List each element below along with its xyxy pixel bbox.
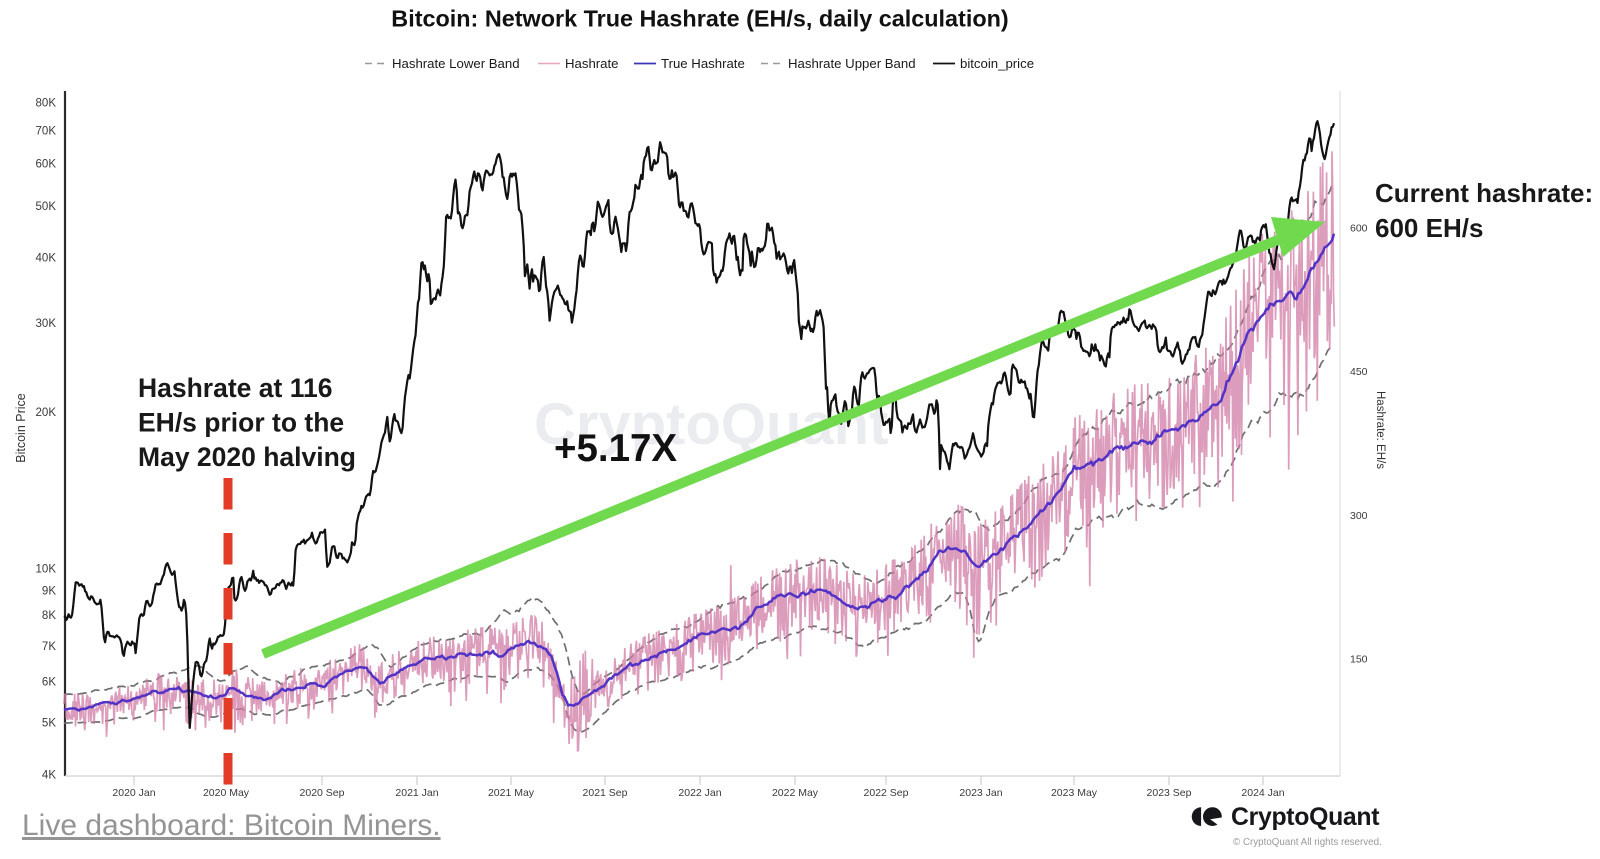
svg-text:Hashrate: EH/s: Hashrate: EH/s [1374,391,1386,469]
svg-text:Hashrate at 116: Hashrate at 116 [138,373,332,403]
svg-text:+5.17X: +5.17X [554,427,677,470]
svg-text:Hashrate Upper Band: Hashrate Upper Band [788,56,916,71]
svg-text:2021 May: 2021 May [488,787,535,799]
svg-text:Bitcoin: Network True Hashrate: Bitcoin: Network True Hashrate (EH/s, da… [391,6,1008,32]
svg-text:60K: 60K [36,158,57,170]
svg-text:bitcoin_price: bitcoin_price [960,56,1034,71]
svg-text:Current hashrate:: Current hashrate: [1375,178,1593,208]
svg-text:2020 May: 2020 May [203,787,250,799]
svg-text:7K: 7K [42,641,56,653]
svg-text:2023 May: 2023 May [1051,787,1098,799]
svg-text:2023 Jan: 2023 Jan [959,787,1002,799]
svg-text:2024 Jan: 2024 Jan [1241,787,1284,799]
svg-text:2020 Sep: 2020 Sep [300,787,345,799]
svg-text:EH/s prior to the: EH/s prior to the [138,408,344,438]
svg-text:600 EH/s: 600 EH/s [1375,213,1483,243]
svg-text:Hashrate: Hashrate [565,56,619,71]
svg-text:50K: 50K [36,201,57,213]
svg-text:300: 300 [1350,510,1368,522]
svg-text:30K: 30K [36,318,57,330]
svg-text:10K: 10K [36,564,57,576]
svg-text:5K: 5K [42,718,56,730]
svg-text:True Hashrate: True Hashrate [661,56,745,71]
svg-text:70K: 70K [36,125,57,137]
svg-text:2021 Jan: 2021 Jan [395,787,438,799]
svg-text:600: 600 [1350,223,1368,235]
svg-text:20K: 20K [36,407,57,419]
svg-text:Bitcoin Price: Bitcoin Price [14,393,28,463]
svg-text:6K: 6K [42,676,56,688]
svg-text:9K: 9K [42,586,56,598]
svg-text:2022 Jan: 2022 Jan [678,787,721,799]
svg-text:CryptoQuant: CryptoQuant [1231,804,1379,831]
svg-text:2022 Sep: 2022 Sep [864,787,909,799]
svg-text:4K: 4K [42,769,56,781]
svg-text:2023 Sep: 2023 Sep [1147,787,1192,799]
svg-text:2020 Jan: 2020 Jan [112,787,155,799]
svg-text:450: 450 [1350,366,1368,378]
svg-text:8K: 8K [42,610,56,622]
svg-text:Live dashboard: Bitcoin Miners: Live dashboard: Bitcoin Miners. [22,809,441,842]
svg-text:80K: 80K [36,98,57,110]
svg-text:Hashrate Lower Band: Hashrate Lower Band [392,56,520,71]
svg-text:150: 150 [1350,654,1368,666]
svg-text:May 2020 halving: May 2020 halving [138,442,356,472]
svg-text:2021 Sep: 2021 Sep [583,787,628,799]
svg-text:2022 May: 2022 May [772,787,819,799]
svg-text:© CryptoQuant All rights reser: © CryptoQuant All rights reserved. [1233,837,1382,848]
svg-text:40K: 40K [36,252,57,264]
